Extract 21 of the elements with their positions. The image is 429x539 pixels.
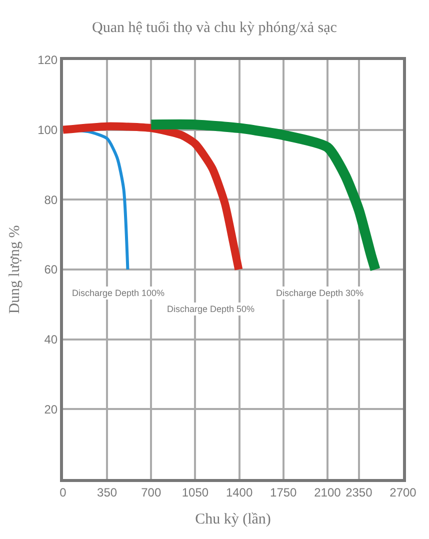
x-tick-label: 1750 [270,485,298,500]
x-tick-label: 1400 [226,485,253,500]
chart-title: Quan hệ tuổi thọ và chu kỳ phóng/xả sạc [92,20,338,36]
annotation: Discharge Depth 50% [167,304,255,314]
x-tick-label: 350 [97,485,118,500]
x-tick-label: 2700 [390,485,417,500]
y-tick-label: 80 [44,192,58,207]
x-axis-title: Chu kỳ (lần) [195,511,271,528]
y-tick-label: 120 [38,53,58,68]
y-tick-label: 40 [44,332,58,347]
y-axis-title: Dung lượng % [6,225,23,314]
x-tick-label: 700 [141,485,162,500]
y-tick-label: 100 [38,123,58,138]
y-tick-label: 20 [44,402,58,416]
x-tick-label: 1050 [182,485,209,500]
x-tick-label: 0 [60,485,67,500]
x-tick-label: 2100 [314,485,342,500]
annotation: Discharge Depth 30% [276,288,364,298]
x-tick-label: 2350 [346,485,373,500]
annotation: Discharge Depth 100% [72,288,165,298]
y-tick-label: 60 [44,262,58,277]
